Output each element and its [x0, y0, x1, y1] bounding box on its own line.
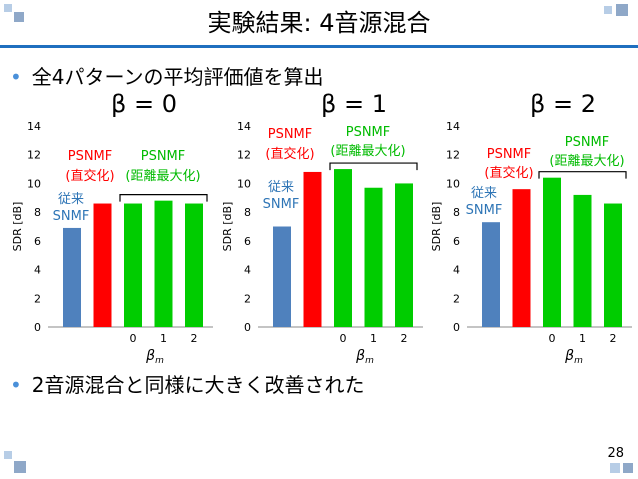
- x-tick-label: 2: [191, 332, 198, 345]
- y-tick-label: 8: [453, 206, 460, 219]
- title-divider: [0, 45, 638, 48]
- chart-title: β = 2: [530, 90, 596, 118]
- x-tick-label: 1: [370, 332, 377, 345]
- decoration-bottom-left: [4, 451, 28, 475]
- bar: [482, 222, 500, 327]
- annotation-baseline-1: 従来: [471, 186, 497, 201]
- annotation-orth-2: (直交化): [484, 165, 533, 181]
- bullet-dot: •: [10, 65, 22, 89]
- x-axis-label: βm: [564, 348, 583, 366]
- y-tick-label: 12: [446, 149, 460, 162]
- annotation-maxdist-2: (距離最大化): [330, 144, 405, 159]
- x-axis-label: βm: [145, 348, 164, 366]
- annotation-baseline-2: SNMF: [53, 209, 90, 224]
- y-tick-label: 0: [244, 321, 251, 334]
- bullet-dot: •: [10, 373, 22, 397]
- bar: [63, 227, 81, 327]
- y-tick-label: 14: [446, 120, 460, 133]
- decoration-top-right: [604, 4, 634, 26]
- annotation-maxdist-1: PSNMF: [565, 135, 610, 150]
- y-tick-label: 12: [27, 149, 41, 162]
- bar: [273, 226, 291, 327]
- y-tick-label: 0: [34, 321, 41, 334]
- bar: [512, 189, 531, 327]
- annotation-orth-1: PSNMF: [487, 147, 532, 162]
- bullet-1: • 全4パターンの平均評価値を算出: [10, 64, 324, 90]
- y-tick-label: 4: [453, 264, 460, 277]
- x-axis-label: βm: [355, 348, 374, 366]
- y-tick-label: 10: [237, 177, 251, 190]
- annotation-baseline-1: 従来: [268, 180, 294, 195]
- y-tick-label: 6: [34, 235, 41, 248]
- annotation-maxdist-1: PSNMF: [346, 125, 391, 140]
- annotation-baseline-2: SNMF: [466, 203, 503, 218]
- annotation-maxdist-2: (距離最大化): [549, 154, 624, 169]
- y-tick-label: 8: [34, 206, 41, 219]
- y-tick-label: 10: [27, 177, 41, 190]
- y-tick-label: 10: [446, 177, 460, 190]
- y-tick-label: 4: [244, 264, 251, 277]
- x-tick-label: 1: [579, 332, 586, 345]
- x-tick-label: 2: [401, 332, 408, 345]
- x-tick-label: 1: [160, 332, 167, 345]
- decoration-top-left: [4, 4, 26, 26]
- bullet-text: 全4パターンの平均評価値を算出: [31, 65, 324, 89]
- annotation-maxdist-1: PSNMF: [141, 149, 186, 164]
- x-tick-label: 2: [610, 332, 617, 345]
- bar: [364, 187, 383, 327]
- bar: [543, 177, 561, 327]
- y-tick-label: 14: [237, 120, 251, 133]
- bar: [93, 203, 112, 327]
- bar: [185, 203, 203, 327]
- y-axis-label: SDR [dB]: [221, 202, 234, 252]
- y-tick-label: 4: [34, 264, 41, 277]
- annotation-baseline-1: 従来: [58, 192, 84, 207]
- annotation-orth-1: PSNMF: [268, 127, 313, 142]
- chart-title: β = 1: [321, 90, 387, 118]
- bracket: [119, 194, 208, 202]
- bar: [604, 203, 622, 327]
- y-tick-label: 6: [453, 235, 460, 248]
- bar: [303, 171, 322, 327]
- bar: [395, 183, 413, 327]
- annotation-baseline-2: SNMF: [263, 197, 300, 212]
- bullet-text: 2音源混合と同様に大きく改善された: [31, 373, 365, 397]
- bar: [124, 203, 142, 327]
- y-tick-label: 14: [27, 120, 41, 133]
- x-tick-label: 0: [130, 332, 137, 345]
- annotation-orth-2: (直交化): [265, 146, 314, 162]
- annotation-orth-1: PSNMF: [68, 149, 113, 164]
- bullet-2: • 2音源混合と同様に大きく改善された: [10, 372, 365, 398]
- bracket: [329, 162, 418, 171]
- y-tick-label: 2: [34, 292, 41, 305]
- y-tick-label: 12: [237, 149, 251, 162]
- x-tick-label: 0: [549, 332, 556, 345]
- bar: [154, 200, 173, 327]
- annotation-orth-2: (直交化): [65, 168, 114, 184]
- bracket: [538, 171, 627, 179]
- page-number: 28: [607, 446, 624, 461]
- y-tick-label: 0: [453, 321, 460, 334]
- annotation-maxdist-2: (距離最大化): [125, 169, 200, 184]
- y-tick-label: 6: [244, 235, 251, 248]
- bar: [573, 194, 592, 327]
- y-axis-label: SDR [dB]: [430, 202, 443, 252]
- x-tick-label: 0: [340, 332, 347, 345]
- chart-title: β = 0: [111, 90, 177, 118]
- y-tick-label: 8: [244, 206, 251, 219]
- bar: [334, 169, 352, 327]
- y-axis-label: SDR [dB]: [11, 202, 24, 252]
- slide-title: 実験結果: 4音源混合: [207, 9, 431, 37]
- y-tick-label: 2: [244, 292, 251, 305]
- y-tick-label: 2: [453, 292, 460, 305]
- decoration-bottom-right: [610, 463, 634, 475]
